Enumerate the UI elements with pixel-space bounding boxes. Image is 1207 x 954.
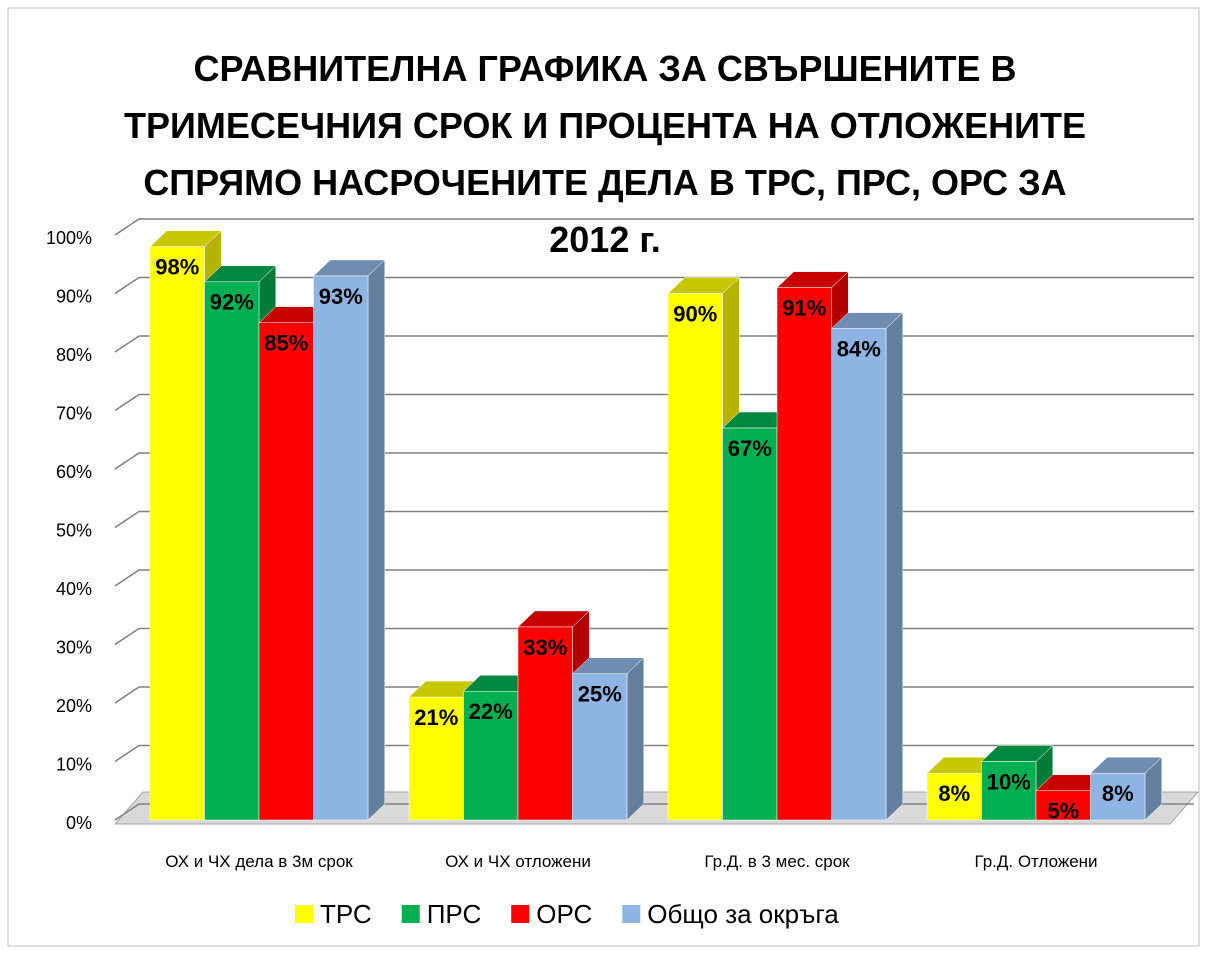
- grid-line: [114, 218, 1194, 236]
- bar: [313, 275, 369, 821]
- legend-swatch: [511, 905, 530, 923]
- legend-swatch: [295, 905, 313, 923]
- bar: [517, 626, 573, 821]
- bar-side: [367, 259, 386, 821]
- data-label: 67%: [728, 436, 772, 461]
- chart-title: СРАВНИТЕЛНА ГРАФИКА ЗА СВЪРШЕНИТЕ В ТРИМ…: [123, 48, 1087, 260]
- bar: [258, 322, 314, 821]
- data-label: 91%: [782, 295, 826, 320]
- legend-swatch: [401, 905, 420, 923]
- bar: [981, 761, 1037, 821]
- data-label: 8%: [938, 781, 970, 806]
- y-tick-label: 100%: [46, 228, 92, 248]
- data-label: 21%: [414, 705, 458, 730]
- bar: [408, 696, 464, 821]
- data-label: 98%: [155, 255, 199, 280]
- bar: [926, 772, 982, 821]
- bar: [1035, 790, 1091, 821]
- data-label: 8%: [1102, 781, 1134, 806]
- y-tick-label: 70%: [56, 403, 92, 423]
- x-tick-label: Гр.Д. в 3 мес. срок: [704, 852, 850, 871]
- y-tick-label: 90%: [56, 286, 92, 306]
- bar: [204, 281, 260, 821]
- legend-label: Общо за окръга: [647, 899, 839, 929]
- data-label: 33%: [523, 635, 567, 660]
- bar: [463, 691, 519, 821]
- bar: [572, 673, 628, 821]
- y-tick-label: 60%: [56, 462, 92, 482]
- bar: [667, 293, 723, 821]
- data-label: 10%: [987, 769, 1031, 794]
- bar: [776, 287, 832, 821]
- bar: [149, 246, 205, 821]
- bar-side: [885, 312, 904, 821]
- bar: [722, 427, 778, 821]
- data-label: 93%: [319, 284, 363, 309]
- y-tick-label: 10%: [56, 754, 92, 774]
- data-label: 25%: [578, 682, 622, 707]
- bar: [831, 328, 887, 821]
- bar-side: [626, 657, 645, 821]
- y-tick-label: 30%: [56, 637, 92, 657]
- y-tick-label: 0%: [66, 813, 92, 833]
- legend-label: ОРС: [536, 899, 592, 929]
- y-tick-label: 50%: [56, 520, 92, 540]
- bar: [1090, 772, 1146, 821]
- y-tick-label: 40%: [56, 579, 92, 599]
- legend-label: ТРС: [320, 899, 372, 929]
- legend-label: ПРС: [427, 899, 482, 929]
- data-label: 84%: [837, 336, 881, 361]
- data-label: 92%: [210, 290, 254, 315]
- data-label: 85%: [264, 331, 308, 356]
- y-tick-label: 80%: [56, 345, 92, 365]
- y-tick-label: 20%: [56, 696, 92, 716]
- x-tick-label: ОХ и ЧХ отложени: [445, 852, 591, 871]
- data-label: 5%: [1047, 799, 1079, 824]
- data-label: 90%: [673, 301, 717, 326]
- x-tick-label: Гр.Д. Отложени: [974, 852, 1098, 871]
- data-label: 22%: [469, 699, 513, 724]
- x-tick-label: ОХ и ЧХ дела в 3м срок: [165, 852, 353, 871]
- legend-swatch: [622, 905, 641, 923]
